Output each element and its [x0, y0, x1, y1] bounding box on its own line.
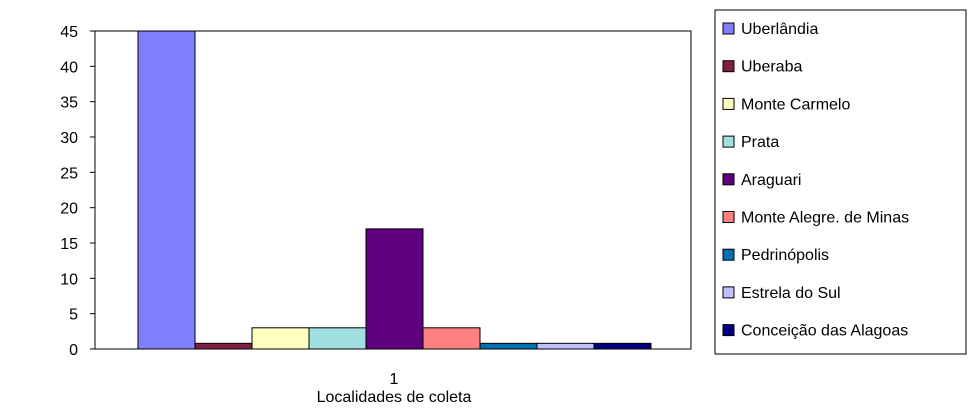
legend-swatch	[722, 211, 735, 223]
y-tick-label: 25	[60, 165, 78, 182]
plot-area: 0 5 10 15 20 25 30 35 40 45 1 Localidades de cole…	[60, 24, 692, 406]
y-tick-label: 20	[60, 201, 78, 218]
legend-label: Uberlândia	[741, 21, 818, 38]
y-tick-label: 35	[60, 95, 78, 112]
legend-label: Araguari	[741, 172, 801, 189]
y-tick-label: 30	[60, 130, 78, 147]
bar	[479, 342, 538, 350]
legend-label: Monte Alegre. de Minas	[741, 210, 909, 227]
legend-swatch	[722, 173, 735, 186]
legend: Uberlândia Uberaba Monte Carmelo Prata Aragu…	[714, 9, 967, 355]
legend-swatch	[722, 60, 735, 73]
y-tick-label: 0	[69, 342, 78, 359]
bar	[422, 327, 481, 350]
bar	[593, 342, 652, 350]
bar	[536, 342, 595, 350]
legend-swatch	[722, 97, 735, 110]
y-tick-label: 5	[69, 307, 78, 324]
legend-box	[714, 9, 967, 355]
y-tick-label: 15	[60, 236, 78, 253]
bar	[194, 342, 253, 350]
y-tick-label: 40	[60, 59, 78, 76]
x-tick-label: 1	[390, 371, 399, 388]
legend-label: Conceição das Alagoas	[741, 323, 908, 340]
legend-swatch	[722, 324, 735, 337]
legend-label: Pedrinópolis	[741, 247, 829, 264]
legend-label: Uberaba	[741, 59, 802, 76]
legend-swatch	[722, 135, 735, 148]
legend-swatch	[722, 248, 735, 261]
bar	[308, 327, 367, 350]
bar	[137, 30, 196, 350]
legend-swatch	[722, 286, 735, 299]
legend-label: Prata	[741, 134, 779, 151]
bar	[251, 327, 310, 350]
legend-label: Monte Carmelo	[741, 96, 850, 113]
y-tick-label: 45	[60, 24, 78, 41]
x-axis-label: Localidades de coleta	[317, 389, 472, 406]
y-tick-label: 10	[60, 271, 78, 288]
y-axis: 0 5 10 15 20 25 30 35 40 45	[60, 24, 95, 359]
bars	[137, 30, 652, 350]
legend-label: Estrela do Sul	[741, 285, 841, 302]
bar	[365, 228, 424, 350]
legend-swatch	[722, 22, 735, 35]
